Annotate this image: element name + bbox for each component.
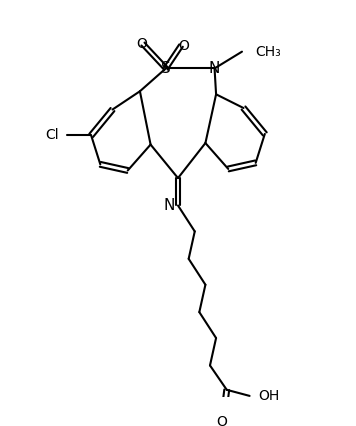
Text: S: S	[161, 61, 171, 76]
Text: CH₃: CH₃	[256, 45, 282, 59]
Text: O: O	[179, 39, 189, 52]
Text: OH: OH	[259, 389, 280, 403]
Text: O: O	[136, 37, 147, 51]
Text: O: O	[217, 415, 227, 426]
Text: N: N	[209, 61, 220, 76]
Text: N: N	[163, 198, 174, 213]
Text: Cl: Cl	[46, 128, 59, 142]
